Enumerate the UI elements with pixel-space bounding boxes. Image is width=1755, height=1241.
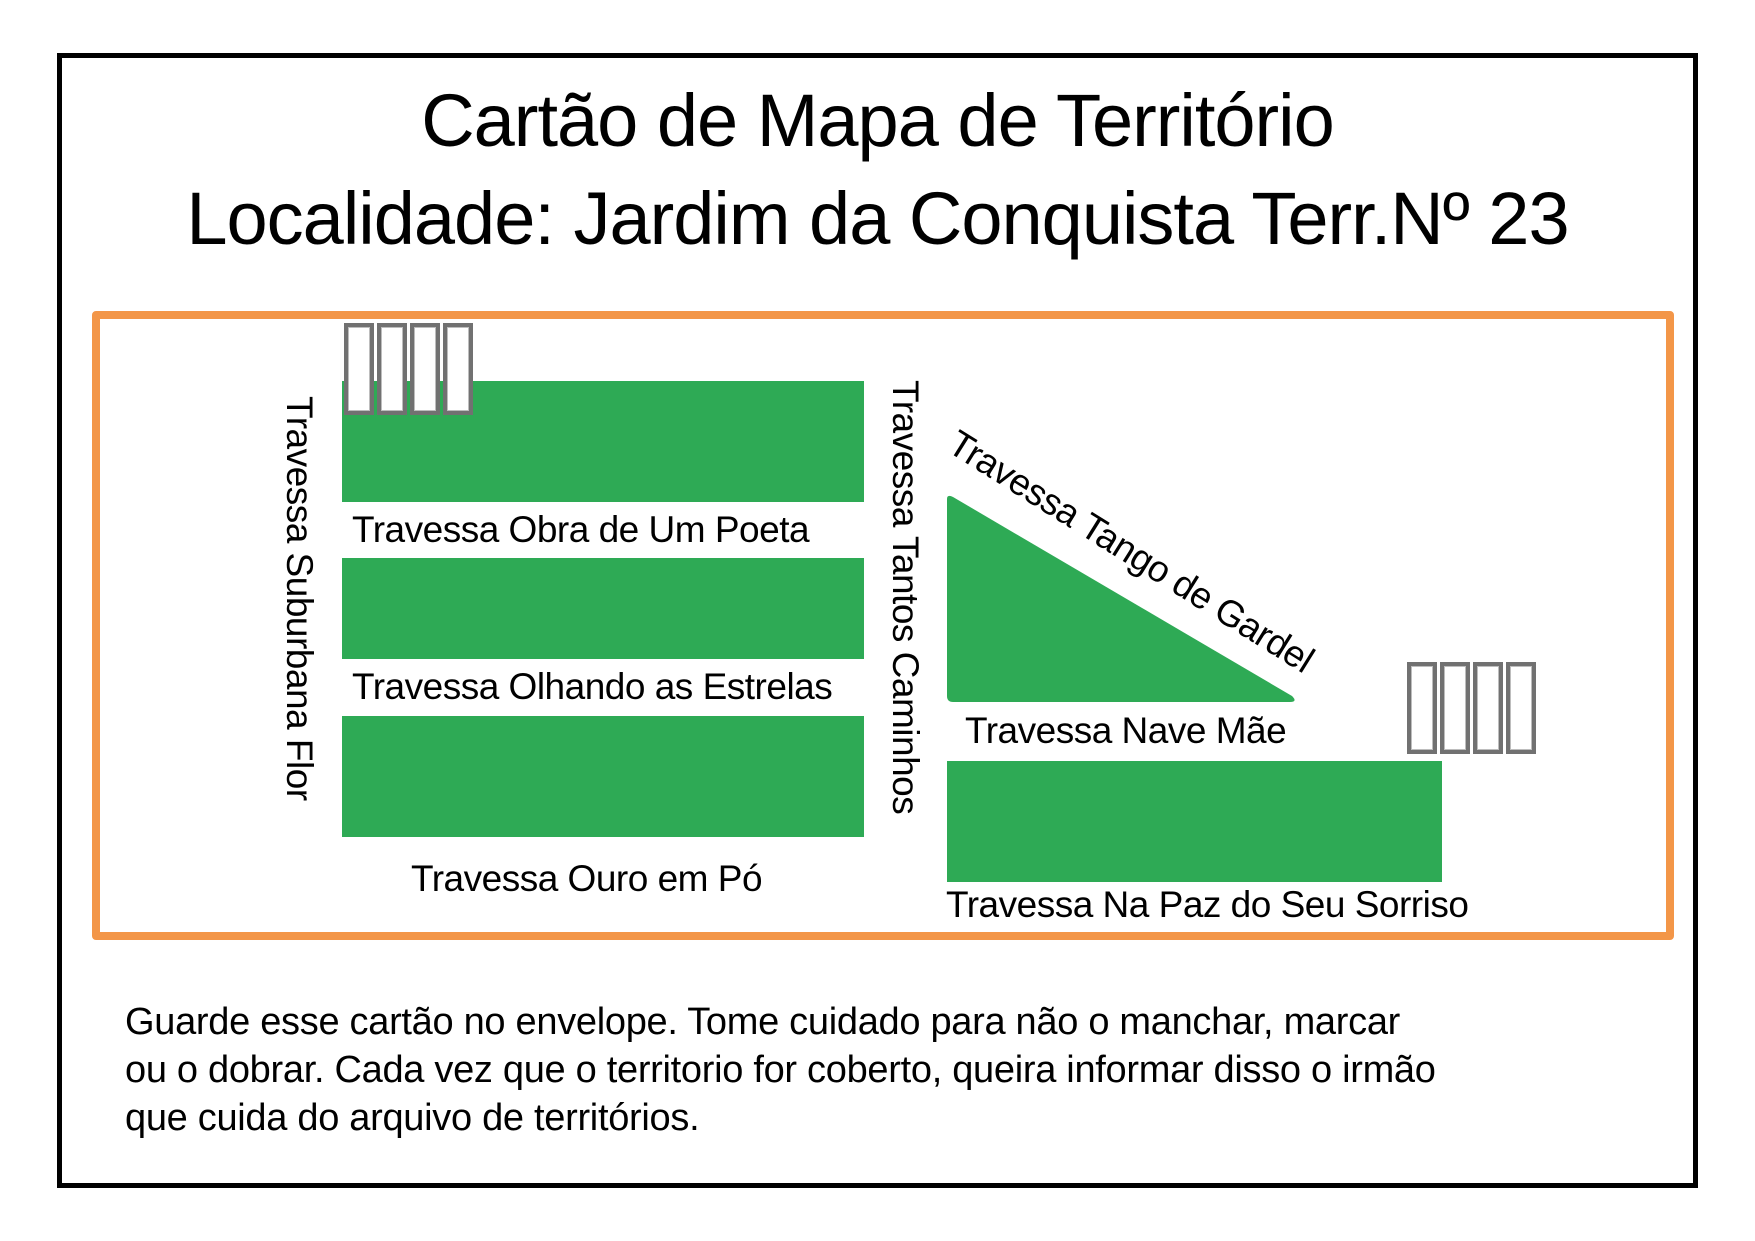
building-icon <box>1440 662 1470 754</box>
building-icon <box>1407 662 1437 754</box>
buildings-east <box>1407 662 1536 754</box>
buildings-northwest <box>344 323 473 415</box>
instructions-line-1: Guarde esse cartão no envelope. Tome cui… <box>125 1001 1401 1043</box>
block-ouro-em-po <box>342 716 864 837</box>
street-label-ouro-em-po: Travessa Ouro em Pó <box>411 858 763 899</box>
street-label-na-paz-do-seu-sorriso: Travessa Na Paz do Seu Sorriso <box>946 884 1469 925</box>
instructions-line-2: ou o dobrar. Cada vez que o territorio f… <box>125 1049 1436 1091</box>
street-label-suburbana-flor: Travessa Suburbana Flor <box>279 396 320 801</box>
territory-card <box>57 53 1698 1188</box>
block-na-paz-do-seu-sorriso <box>947 761 1442 882</box>
building-icon <box>1473 662 1503 754</box>
building-icon <box>443 323 473 415</box>
street-label-nave-mae: Travessa Nave Mãe <box>965 710 1287 751</box>
street-label-tantos-caminhos: Travessa Tantos Caminhos <box>885 380 926 815</box>
instructions-line-3: que cuida do arquivo de territórios. <box>125 1097 700 1139</box>
street-label-olhando-as-estrelas: Travessa Olhando as Estrelas <box>352 666 833 707</box>
card-title: Cartão de Mapa de Território <box>421 79 1335 162</box>
locality-title: Localidade: Jardim da Conquista Terr.Nº … <box>186 177 1569 260</box>
map-frame <box>92 311 1674 940</box>
building-icon <box>344 323 374 415</box>
building-icon <box>1506 662 1536 754</box>
street-label-obra-de-um-poeta: Travessa Obra de Um Poeta <box>352 509 810 550</box>
card-instructions: Guarde esse cartão no envelope. Tome cui… <box>125 998 1665 1142</box>
building-icon <box>377 323 407 415</box>
block-olhando-as-estrelas <box>342 558 864 659</box>
building-icon <box>410 323 440 415</box>
